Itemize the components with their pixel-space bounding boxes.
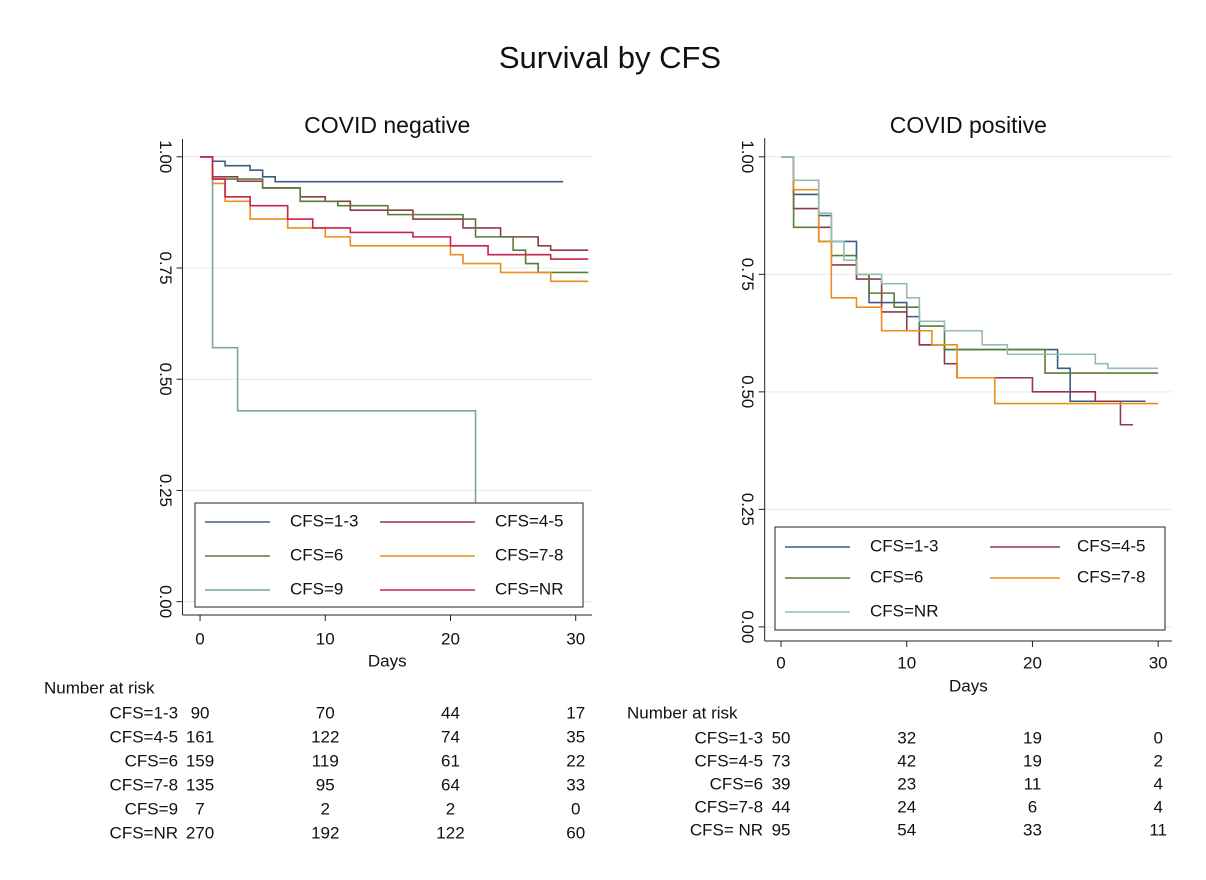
- risk-count: 44: [772, 797, 791, 816]
- risk-count: 61: [441, 751, 460, 770]
- legend-label: CFS=1-3: [870, 536, 939, 555]
- risk-count: 270: [186, 823, 214, 842]
- risk-count: 19: [1023, 728, 1042, 747]
- legend-label: CFS=4-5: [1077, 536, 1146, 555]
- risk-count: 2: [1153, 751, 1162, 770]
- risk-count: 95: [316, 775, 335, 794]
- y-tick-label: 0.75: [156, 251, 175, 284]
- risk-count: 23: [897, 774, 916, 793]
- risk-count: 122: [436, 823, 464, 842]
- legend-label: CFS=7-8: [1077, 567, 1146, 586]
- y-tick-label: 1.00: [738, 140, 757, 173]
- risk-count: 33: [566, 775, 585, 794]
- risk-count: 11: [1149, 820, 1167, 839]
- risk-count: 74: [441, 727, 460, 746]
- legend-label: CFS=9: [290, 579, 343, 598]
- legend-label: CFS=4-5: [495, 511, 564, 530]
- y-tick-label: 0.75: [738, 258, 757, 291]
- legend-label: CFS=7-8: [495, 545, 564, 564]
- risk-count: 2: [321, 799, 330, 818]
- risk-count: 54: [897, 820, 916, 839]
- legend-label: CFS=NR: [495, 579, 563, 598]
- risk-row-label: CFS=9: [125, 799, 178, 818]
- risk-count: 42: [897, 751, 916, 770]
- x-tick-label: 20: [441, 629, 460, 648]
- risk-count: 39: [772, 774, 791, 793]
- risk-count: 192: [311, 823, 339, 842]
- risk-row-label: CFS=6: [710, 774, 763, 793]
- risk-count: 60: [566, 823, 585, 842]
- x-tick-label: 30: [566, 629, 585, 648]
- x-tick-label: 10: [316, 629, 335, 648]
- risk-table-title: Number at risk: [44, 678, 155, 697]
- risk-count: 159: [186, 751, 214, 770]
- legend-label: CFS=NR: [870, 601, 938, 620]
- risk-count: 50: [772, 728, 791, 747]
- legend-label: CFS=6: [870, 567, 923, 586]
- risk-count: 0: [1153, 728, 1162, 747]
- risk-count: 0: [571, 799, 580, 818]
- survival-curve: [781, 156, 1159, 405]
- risk-row-label: CFS=1-3: [695, 728, 764, 747]
- risk-count: 6: [1028, 797, 1037, 816]
- risk-count: 24: [897, 797, 916, 816]
- survival-curve: [200, 155, 589, 260]
- risk-count: 70: [316, 703, 335, 722]
- risk-count: 32: [897, 728, 916, 747]
- risk-count: 11: [1024, 774, 1042, 793]
- x-axis-label: Days: [368, 651, 407, 670]
- risk-count: 64: [441, 775, 460, 794]
- y-tick-label: 0.50: [156, 363, 175, 396]
- risk-count: 4: [1153, 797, 1162, 816]
- panel-title: COVID negative: [304, 112, 470, 138]
- survival-curve: [781, 156, 1159, 370]
- risk-count: 35: [566, 727, 585, 746]
- x-tick-label: 0: [776, 653, 785, 672]
- risk-row-label: CFS=4-5: [110, 727, 179, 746]
- risk-count: 161: [186, 727, 214, 746]
- y-tick-label: 0.25: [156, 474, 175, 507]
- y-tick-label: 1.00: [156, 140, 175, 173]
- risk-count: 22: [566, 751, 585, 770]
- x-tick-label: 10: [897, 653, 916, 672]
- risk-count: 119: [312, 751, 339, 770]
- risk-count: 73: [772, 751, 791, 770]
- risk-count: 7: [195, 799, 204, 818]
- risk-count: 17: [566, 703, 585, 722]
- risk-count: 90: [191, 703, 210, 722]
- risk-row-label: CFS=NR: [110, 823, 178, 842]
- risk-row-label: CFS=1-3: [110, 703, 179, 722]
- risk-row-label: CFS= NR: [690, 820, 763, 839]
- panel-title: COVID positive: [890, 112, 1047, 138]
- risk-count: 122: [311, 727, 339, 746]
- risk-count: 19: [1023, 751, 1042, 770]
- legend-label: CFS=1-3: [290, 511, 359, 530]
- risk-count: 95: [772, 820, 791, 839]
- chart-title: Survival by CFS: [499, 40, 721, 75]
- risk-row-label: CFS=7-8: [695, 797, 764, 816]
- risk-count: 2: [446, 799, 455, 818]
- x-axis-label: Days: [949, 676, 988, 695]
- x-tick-label: 20: [1023, 653, 1042, 672]
- risk-count: 44: [441, 703, 460, 722]
- risk-row-label: CFS=4-5: [695, 751, 764, 770]
- risk-count: 33: [1023, 820, 1042, 839]
- x-tick-label: 30: [1149, 653, 1168, 672]
- y-tick-label: 0.00: [738, 610, 757, 643]
- risk-count: 4: [1153, 774, 1162, 793]
- x-tick-label: 0: [195, 629, 204, 648]
- risk-count: 135: [186, 775, 214, 794]
- risk-row-label: CFS=7-8: [110, 775, 179, 794]
- y-tick-label: 0.25: [738, 493, 757, 526]
- survival-curve: [200, 155, 589, 274]
- risk-table-title: Number at risk: [627, 703, 738, 722]
- legend-label: CFS=6: [290, 545, 343, 564]
- y-tick-label: 0.00: [156, 585, 175, 618]
- y-tick-label: 0.50: [738, 375, 757, 408]
- risk-row-label: CFS=6: [125, 751, 178, 770]
